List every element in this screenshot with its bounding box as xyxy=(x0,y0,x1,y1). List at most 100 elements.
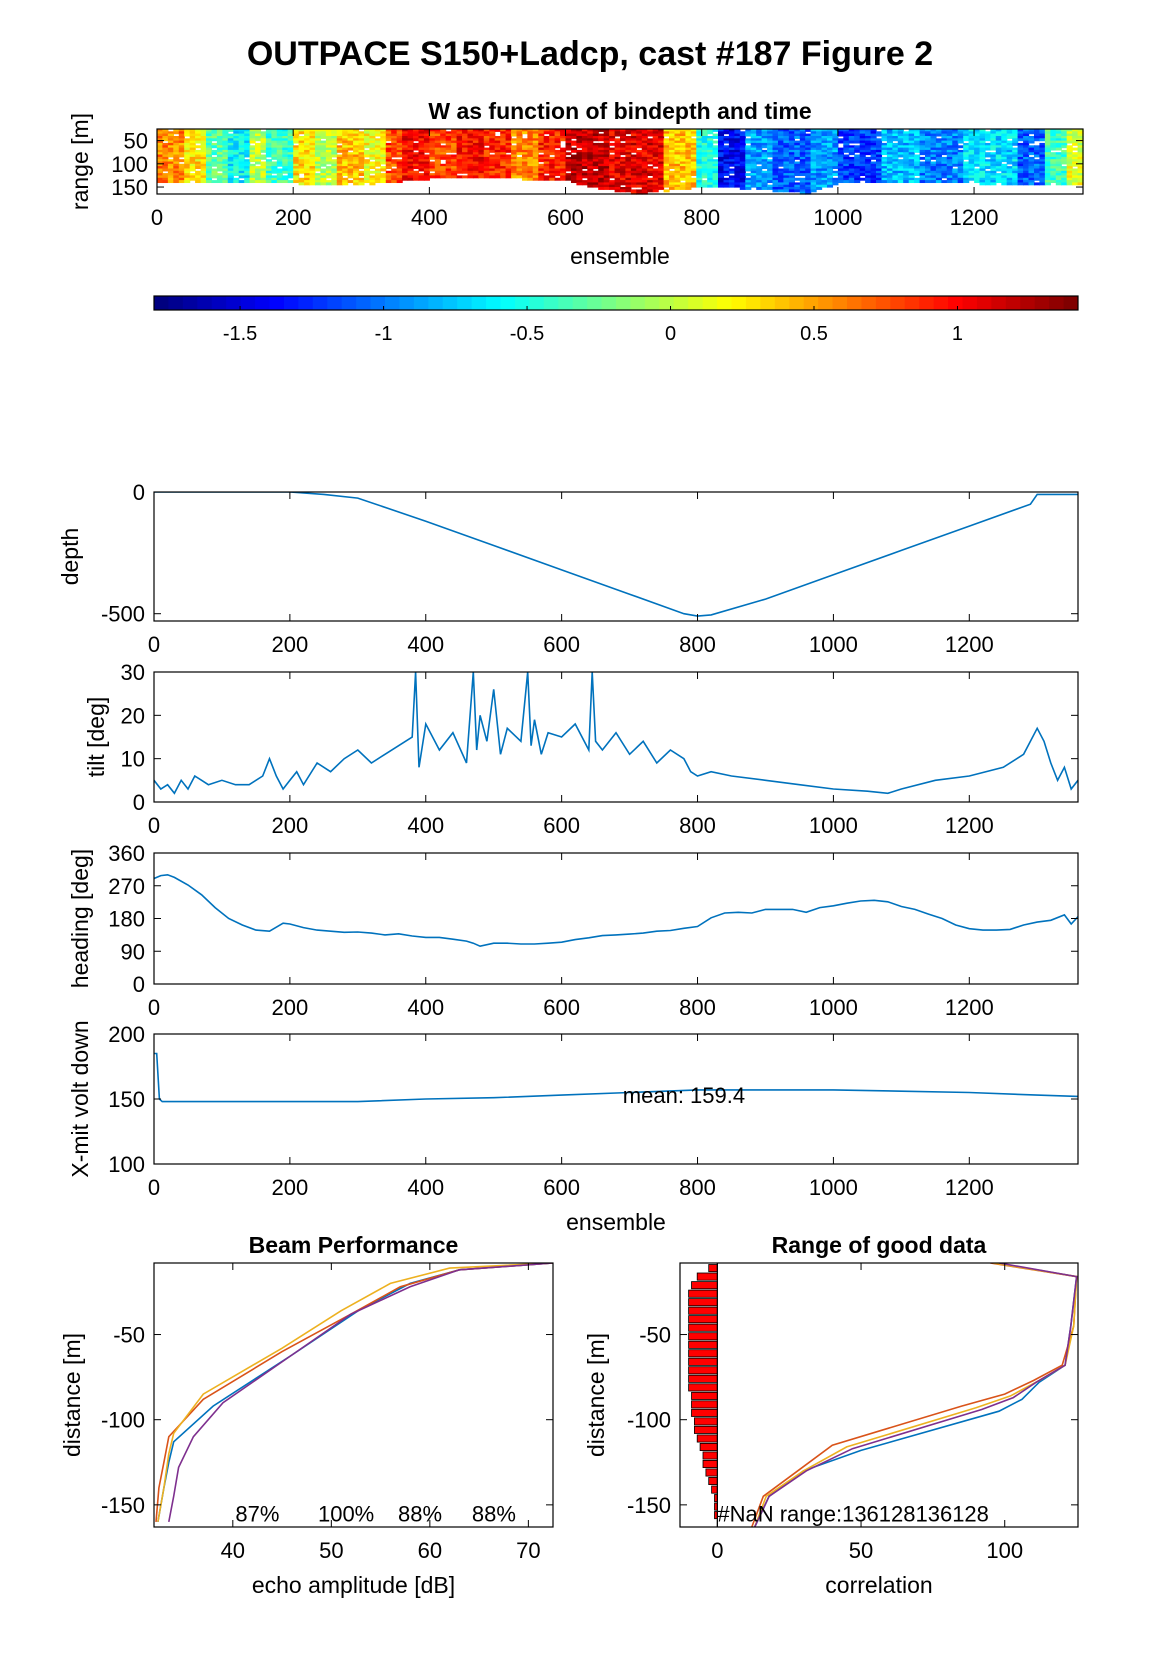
nan-bar xyxy=(688,1366,718,1375)
heatmap-cell xyxy=(679,173,686,177)
heatmap-cell xyxy=(244,140,251,144)
heatmap-cell xyxy=(788,156,795,160)
heatmap-cell xyxy=(767,152,774,156)
heatmap-cell xyxy=(712,161,719,165)
heatmap-cell xyxy=(843,166,850,170)
heatmap-cell xyxy=(772,129,779,132)
heatmap-cell xyxy=(658,180,665,184)
heatmap-cell xyxy=(739,131,746,135)
heatmap-cell xyxy=(630,184,637,188)
heatmap-cell xyxy=(407,152,414,156)
heatmap-cell xyxy=(227,138,234,142)
heatmap-cell xyxy=(353,182,360,186)
heatmap-cell xyxy=(979,159,986,163)
heatmap-cell xyxy=(554,159,561,163)
heatmap-cell xyxy=(167,154,174,158)
heatmap-cell xyxy=(739,147,746,151)
heatmap-cell xyxy=(565,147,572,151)
heatmap-cell xyxy=(358,152,365,156)
heatmap-cell xyxy=(603,149,610,153)
heatmap-cell xyxy=(799,145,806,149)
heatmap-cell xyxy=(369,145,376,149)
heatmap-cell xyxy=(1061,156,1068,160)
heatmap-cell xyxy=(881,159,888,163)
heatmap-cell xyxy=(342,129,349,132)
heatmap-cell xyxy=(685,161,692,165)
heatmap-cell xyxy=(1077,173,1084,177)
heatmap-cell xyxy=(1006,177,1013,181)
heatmap-cell xyxy=(249,136,256,139)
heatmap-cell xyxy=(347,133,354,137)
heatmap-cell xyxy=(244,147,251,151)
heatmap-cell xyxy=(587,154,594,158)
heatmap-cell xyxy=(925,159,932,163)
heatmap-cell xyxy=(652,138,659,142)
heatmap-cell xyxy=(511,131,518,135)
heatmap-cell xyxy=(157,161,164,165)
heatmap-cell xyxy=(1077,166,1084,170)
heatmap-cell xyxy=(614,168,621,172)
heatmap-cell xyxy=(985,154,992,158)
heatmap-cell xyxy=(674,182,681,186)
heatmap-cell xyxy=(167,175,174,179)
heatmap-cell xyxy=(756,187,763,190)
heatmap-cell xyxy=(265,161,272,165)
heatmap-cell xyxy=(603,154,610,158)
heatmap-cell xyxy=(358,182,365,186)
heatmap-cell xyxy=(816,136,823,139)
heatmap-cell xyxy=(511,145,518,149)
heatmap-cell xyxy=(592,166,599,170)
heatmap-cell xyxy=(445,140,452,144)
heatmap-cell xyxy=(935,142,942,146)
x-axis-label: ensemble xyxy=(566,1209,666,1235)
heatmap-cell xyxy=(696,182,703,186)
heatmap-cell xyxy=(364,138,371,142)
heatmap-cell xyxy=(353,159,360,163)
heatmap-cell xyxy=(325,182,332,186)
heatmap-cell xyxy=(265,170,272,174)
heatmap-cell xyxy=(756,161,763,165)
heatmap-cell xyxy=(658,145,665,149)
heatmap-cell xyxy=(892,161,899,165)
heatmap-cell xyxy=(543,138,550,142)
heatmap-cell xyxy=(641,133,648,137)
heatmap-cell xyxy=(843,129,850,132)
heatmap-cell xyxy=(832,133,839,137)
heatmap-cell xyxy=(178,133,185,137)
heatmap-cell xyxy=(347,166,354,170)
heatmap-cell xyxy=(516,145,523,149)
heatmap-cell xyxy=(434,163,441,167)
nan-bar xyxy=(688,1332,718,1341)
heatmap-cell xyxy=(396,140,403,144)
heatmap-cell xyxy=(483,138,490,142)
heatmap-cell xyxy=(418,145,425,149)
heatmap-cell xyxy=(282,170,289,174)
heatmap-cell xyxy=(522,163,529,167)
heatmap-cell xyxy=(739,170,746,174)
heatmap-cell xyxy=(532,173,539,177)
heatmap-cell xyxy=(331,142,338,146)
heatmap-cell xyxy=(897,163,904,167)
heatmap-cell xyxy=(881,136,888,139)
heatmap-cell xyxy=(260,145,267,149)
heatmap-cell xyxy=(707,184,714,188)
heatmap-cell xyxy=(255,145,262,149)
heatmap-cell xyxy=(614,129,621,132)
heatmap-cell xyxy=(821,147,828,151)
heatmap-cell xyxy=(489,149,496,153)
heatmap-cell xyxy=(244,149,251,153)
heatmap-cell xyxy=(211,152,218,156)
heatmap-cell xyxy=(968,161,975,165)
heatmap-cell xyxy=(636,159,643,163)
heatmap-cell xyxy=(876,161,883,165)
correlation-2-line xyxy=(751,1263,1078,1527)
heatmap-cell xyxy=(870,168,877,172)
heatmap-cell xyxy=(157,163,164,167)
heatmap-cell xyxy=(663,163,670,167)
heatmap-cell xyxy=(1055,140,1062,144)
heatmap-cell xyxy=(745,152,752,156)
heatmap-cell xyxy=(1055,129,1062,132)
heatmap-cell xyxy=(265,177,272,181)
heatmap-cell xyxy=(865,163,872,167)
heatmap-cell xyxy=(200,166,207,170)
